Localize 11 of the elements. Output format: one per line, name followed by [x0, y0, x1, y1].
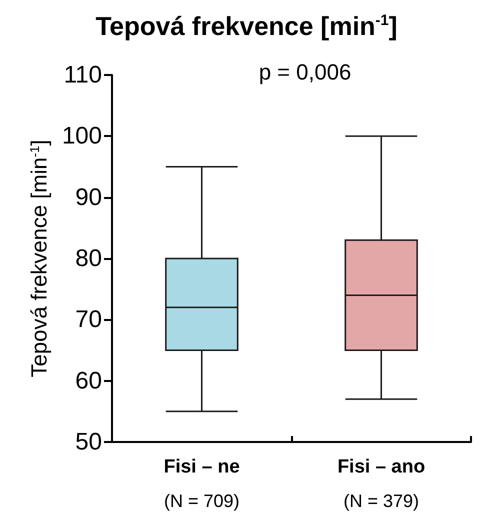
- x-tick-label: Fisi – ano (N = 379): [337, 456, 426, 511]
- y-tick-label: 50: [75, 428, 102, 456]
- y-axis-title: Tepová frekvence [min-1]: [26, 140, 52, 378]
- x-tick-label: Fisi – ne (N = 709): [164, 456, 240, 511]
- y-tick-label: 70: [75, 306, 102, 334]
- annotation: p = 0,006: [258, 60, 352, 84]
- y-tick-label: 110: [64, 62, 102, 88]
- y-tick-label: 100: [62, 122, 102, 150]
- y-tick-label: 90: [75, 184, 102, 211]
- y-tick-label: 80: [75, 245, 102, 272]
- y-tick-label: 60: [75, 367, 102, 394]
